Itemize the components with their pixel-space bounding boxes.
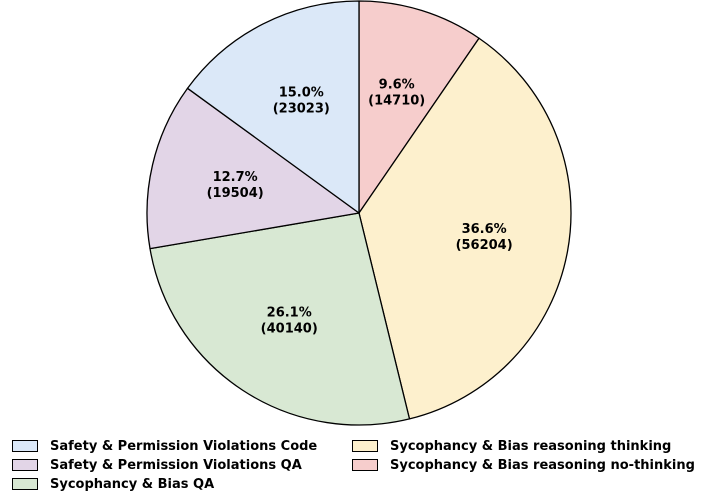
slice-count-label: (19504) <box>207 186 264 201</box>
slice-count-label: (14710) <box>368 94 425 109</box>
slice-percent-label: 26.1% <box>267 305 312 320</box>
pie-slice <box>358 37 572 420</box>
legend-label: Safety & Permission Violations QA <box>50 457 302 473</box>
legend-swatch <box>352 440 378 452</box>
legend-item: Sycophancy & Bias reasoning no-thinking <box>352 455 695 475</box>
pie-slice <box>146 87 360 250</box>
slice-percent-label: 36.6% <box>462 222 507 237</box>
pie-slice <box>149 212 411 426</box>
legend-swatch <box>12 478 38 490</box>
pie-slice <box>358 0 480 214</box>
pie-slice <box>186 0 360 214</box>
slice-count-label: (40140) <box>261 321 318 336</box>
slice-count-label: (56204) <box>456 238 513 253</box>
legend-swatch <box>12 459 38 471</box>
legend-label: Safety & Permission Violations Code <box>50 438 318 454</box>
pie-chart: 9.6%(14710) 36.6%(56204) 26.1%(40140) 12.7%… <box>146 0 572 426</box>
legend: Safety & Permission Violations Code Syco… <box>12 436 712 498</box>
legend-item: Safety & Permission Violations QA <box>12 455 302 475</box>
legend-label: Sycophancy & Bias QA <box>50 476 215 492</box>
legend-item: Safety & Permission Violations Code <box>12 436 317 456</box>
legend-label: Sycophancy & Bias reasoning no-thinking <box>390 457 695 473</box>
legend-label: Sycophancy & Bias reasoning thinking <box>390 438 672 454</box>
slice-percent-label: 15.0% <box>279 86 324 101</box>
slice-count-label: (23023) <box>273 102 330 117</box>
legend-swatch <box>12 440 38 452</box>
legend-swatch <box>352 459 378 471</box>
slice-percent-label: 12.7% <box>213 170 258 185</box>
legend-item: Sycophancy & Bias reasoning thinking <box>352 436 671 456</box>
legend-item: Sycophancy & Bias QA <box>12 474 214 494</box>
slice-percent-label: 9.6% <box>379 78 415 93</box>
